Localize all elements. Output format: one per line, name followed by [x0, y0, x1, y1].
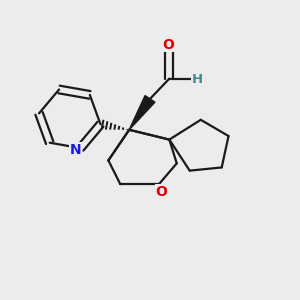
- Text: H: H: [192, 73, 203, 86]
- Polygon shape: [129, 96, 155, 130]
- Text: O: O: [155, 184, 167, 199]
- Text: N: N: [69, 142, 81, 157]
- Text: O: O: [162, 38, 174, 52]
